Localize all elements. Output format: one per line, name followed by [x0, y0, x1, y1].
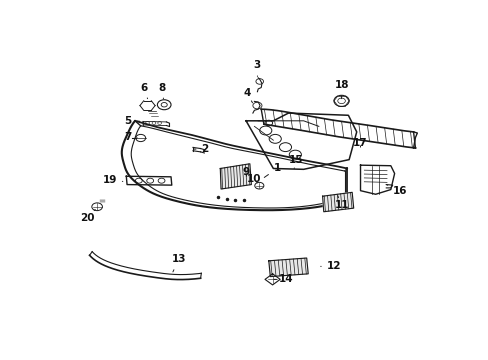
Text: 17: 17	[352, 138, 367, 148]
Text: 5: 5	[123, 116, 140, 126]
Text: 9: 9	[242, 167, 249, 177]
Polygon shape	[220, 164, 251, 189]
Text: 19: 19	[102, 175, 122, 185]
Text: 12: 12	[320, 261, 341, 271]
Text: 2: 2	[193, 144, 208, 154]
Text: 3: 3	[253, 60, 261, 76]
Text: 15: 15	[288, 155, 303, 168]
Text: 14: 14	[274, 274, 293, 284]
Text: 1: 1	[264, 163, 280, 177]
Polygon shape	[268, 258, 307, 276]
Text: 13: 13	[171, 255, 185, 272]
Text: 18: 18	[334, 80, 348, 99]
Text: 16: 16	[386, 185, 407, 196]
Text: 11: 11	[334, 195, 348, 210]
Text: 7: 7	[123, 132, 137, 143]
Text: 4: 4	[243, 88, 252, 103]
Polygon shape	[322, 192, 353, 212]
Text: 20: 20	[80, 210, 95, 224]
Text: 8: 8	[158, 82, 165, 99]
Text: 6: 6	[140, 82, 147, 99]
Text: 10: 10	[246, 174, 261, 184]
